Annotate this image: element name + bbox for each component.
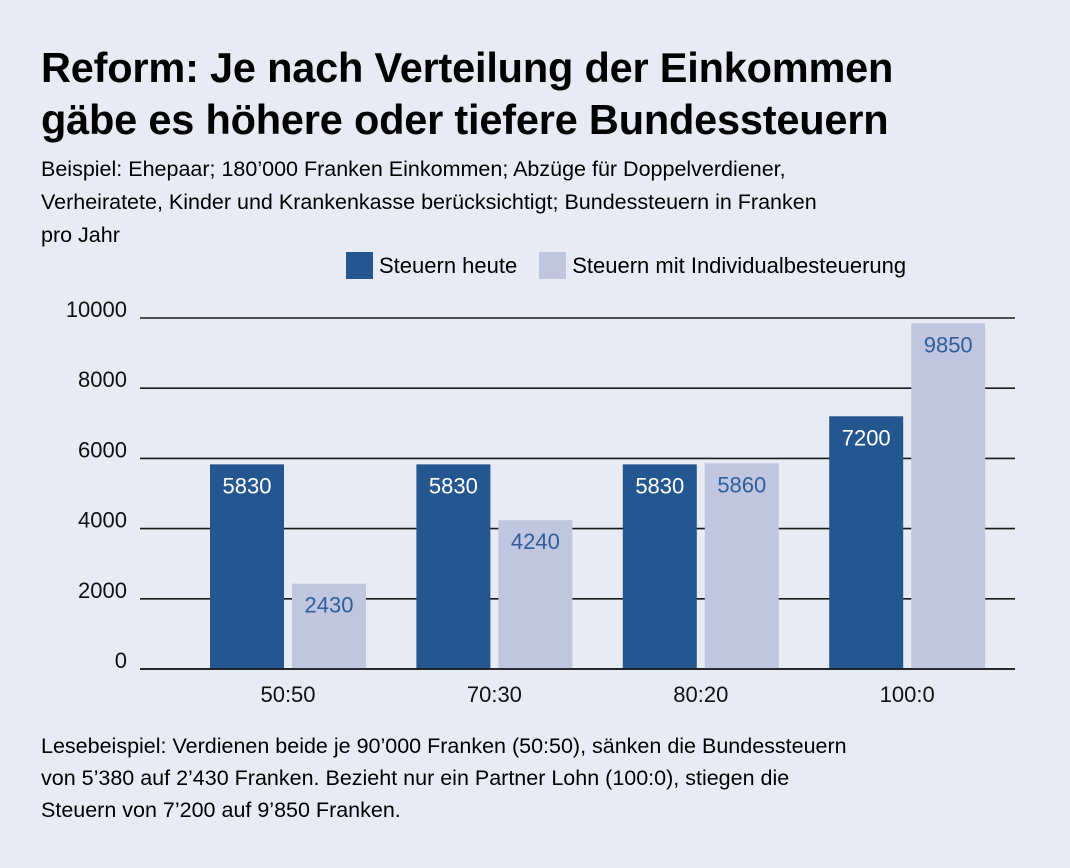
x-tick-label: 100:0 bbox=[880, 682, 935, 707]
x-tick-label: 50:50 bbox=[260, 682, 315, 707]
subtitle-line-1: Beispiel: Ehepaar; 180’000 Franken Einko… bbox=[41, 157, 786, 181]
subtitle-line-2: Verheiratete, Kinder und Krankenkasse be… bbox=[41, 190, 817, 214]
data-label: 5830 bbox=[223, 473, 272, 498]
legend-label-individual: Steuern mit Individualbesteuerung bbox=[572, 252, 907, 278]
bar-today-70-30 bbox=[416, 464, 491, 669]
bars bbox=[140, 323, 1015, 670]
y-tick-label: 8000 bbox=[78, 367, 127, 392]
legend-swatch-individual bbox=[539, 252, 567, 279]
data-label: 9850 bbox=[924, 332, 973, 357]
data-label: 5830 bbox=[429, 473, 478, 498]
x-tick-label: 70:30 bbox=[467, 682, 522, 707]
y-tick-label: 2000 bbox=[78, 578, 127, 603]
title-line-2: gäbe es höhere oder tiefere Bundessteuer… bbox=[41, 96, 889, 143]
x-tick-label: 80:20 bbox=[673, 682, 728, 707]
bar-today-100-0 bbox=[829, 416, 904, 669]
bar-today-50-50 bbox=[210, 464, 284, 669]
bar-individual-50-50 bbox=[292, 583, 366, 669]
y-tick-label: 10000 bbox=[66, 297, 127, 322]
bar-individual-100-0 bbox=[911, 323, 986, 669]
note-line-2: von 5’380 auf 2’430 Franken. Bezieht nur… bbox=[41, 766, 790, 790]
legend-item-individual: Steuern mit Individualbesteuerung bbox=[539, 252, 906, 279]
bar-today-80-20 bbox=[622, 464, 697, 669]
data-label: 2430 bbox=[305, 593, 354, 618]
legend: Steuern heute Steuern mit Individualbest… bbox=[346, 252, 928, 279]
legend-swatch-today bbox=[346, 252, 373, 279]
x-axis-ticks: 50:50 70:30 80:20 100:0 bbox=[260, 682, 934, 707]
title-line-1: Reform: Je nach Verteilung der Einkommen bbox=[41, 44, 894, 91]
y-axis-ticks: 0 2000 4000 6000 8000 10000 bbox=[66, 297, 127, 673]
legend-label-today: Steuern heute bbox=[379, 252, 518, 278]
data-label: 5830 bbox=[635, 473, 684, 498]
data-label: 5860 bbox=[717, 472, 766, 497]
legend-item-today: Steuern heute bbox=[346, 252, 517, 279]
data-label: 4240 bbox=[511, 529, 560, 554]
chart-title: Reform: Je nach Verteilung der Einkommen… bbox=[41, 42, 1051, 146]
bar-individual-70-30 bbox=[498, 520, 573, 669]
bar-individual-80-20 bbox=[704, 463, 779, 669]
reading-example-note: Lesebeispiel: Verdienen beide je 90’000 … bbox=[41, 730, 1051, 826]
data-labels: 5830 2430 5830 4240 5830 5860 7200 9850 bbox=[223, 332, 973, 617]
note-line-3: Steuern von 7’200 auf 9’850 Franken. bbox=[41, 798, 401, 822]
note-line-1: Lesebeispiel: Verdienen beide je 90’000 … bbox=[41, 734, 847, 758]
y-tick-label: 0 bbox=[115, 648, 127, 673]
data-label: 7200 bbox=[842, 425, 891, 450]
subtitle-line-3: pro Jahr bbox=[41, 223, 120, 247]
y-tick-label: 4000 bbox=[78, 508, 127, 533]
y-tick-label: 6000 bbox=[78, 437, 127, 462]
chart-subtitle: Beispiel: Ehepaar; 180’000 Franken Einko… bbox=[41, 153, 1051, 252]
